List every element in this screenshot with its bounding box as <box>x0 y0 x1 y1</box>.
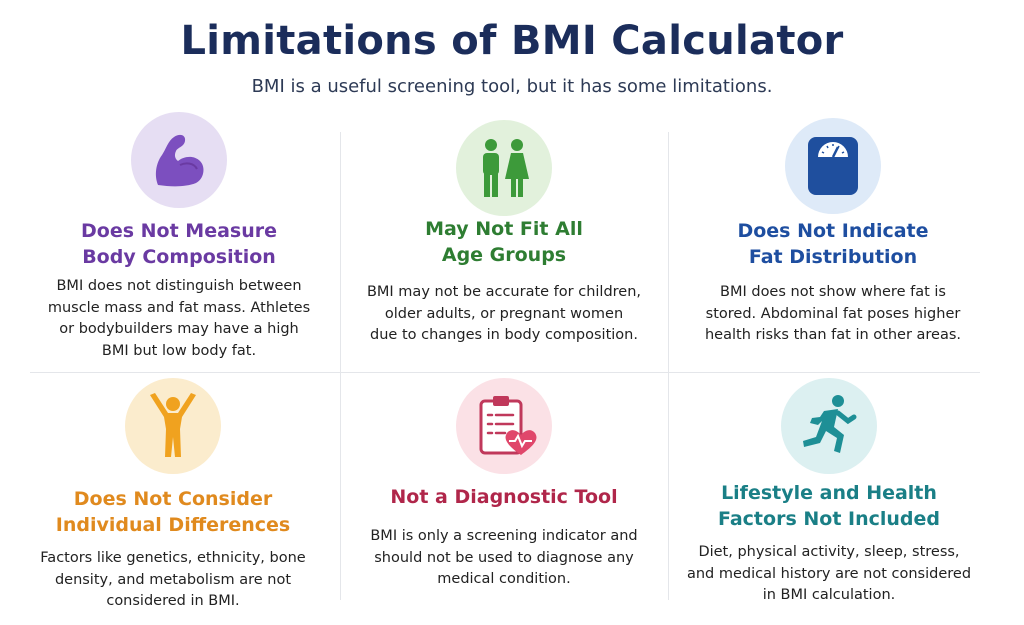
card-title: Does Not Measure Body Composition <box>16 218 342 270</box>
running-person-icon <box>803 395 857 453</box>
card-desc-line: BMI does not show where fat is <box>720 284 946 300</box>
card-title: Not a Diagnostic Tool <box>341 484 667 510</box>
card-title-line: Individual Differences <box>55 514 291 536</box>
card-desc-line: muscle mass and fat mass. Athletes <box>47 299 311 316</box>
card-desc-line: and medical history are not considered <box>686 565 972 582</box>
card-title: May Not Fit All Age Groups <box>341 216 667 268</box>
man-woman-icon <box>483 139 529 197</box>
card-title-line: Fat Distribution <box>748 246 918 268</box>
card-desc-line: BMI is only a screening indicator and <box>370 528 638 544</box>
clipboard-heart-icon <box>479 396 537 455</box>
card-description: Factors like genetics, ethnicity, bone d… <box>10 548 336 613</box>
card-lifestyle-factors: Lifestyle and Health Factors Not Include… <box>666 378 992 607</box>
card-desc-line: medical condition. <box>437 571 571 587</box>
card-desc-line: health risks than fat in other areas. <box>704 327 962 343</box>
card-body-composition: Does Not Measure Body Composition BMI do… <box>16 112 342 362</box>
page-subtitle: BMI is a useful screening tool, but it h… <box>251 76 773 97</box>
card-desc-line: should not be used to diagnose any <box>374 549 634 566</box>
muscle-arm-icon <box>155 134 204 187</box>
card-desc-line: BMI does not distinguish between <box>56 278 302 294</box>
card-desc-line: Factors like genetics, ethnicity, bone <box>40 550 306 566</box>
card-title: Does Not Indicate Fat Distribution <box>670 218 996 270</box>
card-title-line: Does Not Measure <box>81 220 277 242</box>
icon-circle <box>131 112 227 208</box>
card-title-line: Does Not Indicate <box>737 220 929 242</box>
icon-circle <box>125 378 221 474</box>
card-not-diagnostic: Not a Diagnostic Tool BMI is only a scre… <box>341 378 667 591</box>
card-individual-differences: Does Not Consider Individual Differences… <box>10 378 336 613</box>
divider-vertical-right <box>668 132 669 600</box>
card-description: Diet, physical activity, sleep, stress, … <box>666 542 992 607</box>
card-title-line: Lifestyle and Health <box>721 482 937 504</box>
card-description: BMI is only a screening indicator and sh… <box>341 526 667 591</box>
card-description: BMI does not show where fat is stored. A… <box>670 282 996 347</box>
card-title-line: Not a Diagnostic Tool <box>390 486 618 508</box>
icon-circle <box>781 378 877 474</box>
card-desc-line: Diet, physical activity, sleep, stress, <box>698 544 960 560</box>
card-desc-line: in BMI calculation. <box>762 587 896 603</box>
card-desc-line: BMI but low body fat. <box>101 342 257 359</box>
card-title-line: Age Groups <box>441 244 567 266</box>
card-desc-line: due to changes in body composition. <box>370 327 638 343</box>
page-title: Limitations of BMI Calculator <box>180 18 844 64</box>
card-desc-line: older adults, or pregnant women <box>384 305 624 322</box>
card-desc-line: stored. Abdominal fat poses higher <box>705 305 961 322</box>
card-title-line: Factors Not Included <box>717 508 941 530</box>
icon-circle <box>456 120 552 216</box>
card-title-line: Does Not Consider <box>73 488 273 510</box>
card-desc-line: density, and metabolism are not <box>54 571 292 588</box>
card-title: Does Not Consider Individual Differences <box>10 486 336 538</box>
weight-scale-icon <box>808 137 858 195</box>
card-desc-line: considered in BMI. <box>106 593 240 609</box>
card-desc-line: BMI may not be accurate for children, <box>366 284 642 300</box>
card-title-line: May Not Fit All <box>425 218 583 240</box>
card-description: BMI may not be accurate for children, ol… <box>341 282 667 347</box>
card-title-line: Body Composition <box>82 246 276 268</box>
card-fat-distribution: Does Not Indicate Fat Distribution BMI d… <box>670 118 996 347</box>
card-desc-line: or bodybuilders may have a high <box>59 321 299 337</box>
icon-circle <box>785 118 881 214</box>
card-description: BMI does not distinguish between muscle … <box>16 276 342 362</box>
divider-horizontal <box>30 372 980 373</box>
person-arms-up-icon <box>150 393 196 457</box>
icon-circle <box>456 378 552 474</box>
card-age-groups: May Not Fit All Age Groups BMI may not b… <box>341 120 667 347</box>
card-title: Lifestyle and Health Factors Not Include… <box>666 480 992 532</box>
divider-vertical-left <box>340 132 341 600</box>
